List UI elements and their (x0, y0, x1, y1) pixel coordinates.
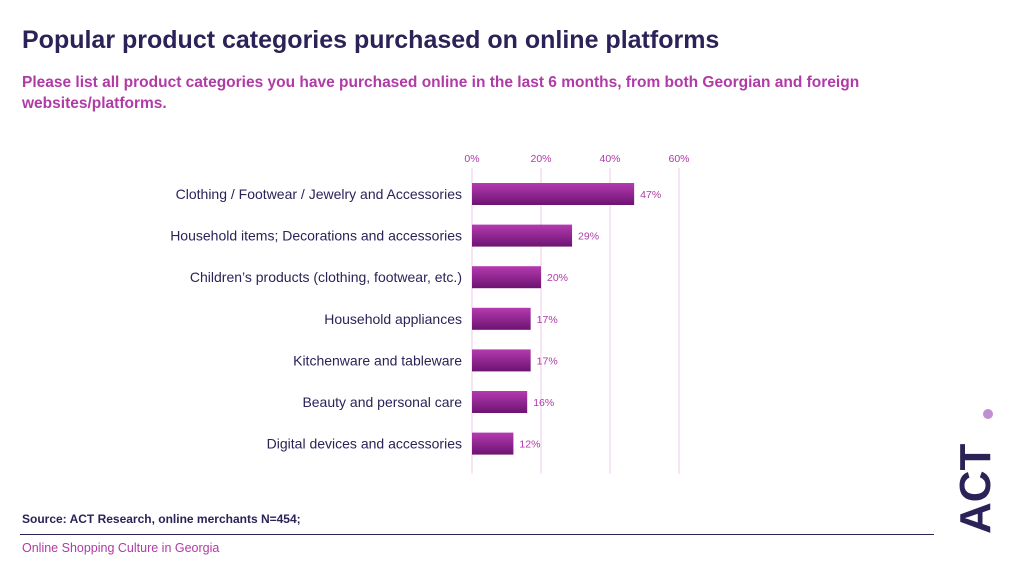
bar (472, 432, 514, 455)
x-tick-label: 20% (530, 153, 551, 165)
page-title: Popular product categories purchased on … (22, 26, 720, 54)
category-label: Household appliances (324, 311, 462, 327)
bar (472, 266, 541, 289)
act-logo: ACT (951, 409, 1000, 534)
logo-dot (983, 409, 993, 419)
bar (472, 349, 531, 372)
bar (472, 224, 573, 247)
category-label: Clothing / Footwear / Jewelry and Access… (176, 186, 462, 202)
bar-chart: 0% 20% 40% 60% Clothing / Footwear / Jewelry… (170, 153, 690, 474)
survey-question: Please list all product categories you h… (22, 74, 860, 112)
logo-wordmark: ACT (951, 443, 1000, 534)
data-label: 20% (547, 272, 568, 284)
x-tick-label: 0% (464, 153, 479, 165)
x-tick-label: 60% (668, 153, 689, 165)
footer-divider (20, 534, 934, 535)
data-label: 17% (537, 355, 558, 367)
data-label: 47% (640, 189, 661, 201)
source-note: Source: ACT Research, online merchants N… (22, 512, 301, 526)
data-label: 17% (537, 314, 558, 326)
category-label: Beauty and personal care (302, 394, 462, 410)
x-tick-label: 40% (599, 153, 620, 165)
category-label: Kitchenware and tableware (293, 352, 462, 368)
category-label: Household items; Decorations and accesso… (170, 228, 462, 244)
bar (472, 183, 635, 205)
bar (472, 391, 528, 413)
category-label: Digital devices and accessories (267, 436, 462, 452)
bar (472, 307, 531, 330)
data-label: 12% (519, 439, 540, 451)
data-label: 16% (533, 397, 554, 409)
data-label: 29% (578, 231, 599, 243)
category-label: Children’s products (clothing, footwear,… (190, 269, 462, 285)
report-name: Online Shopping Culture in Georgia (22, 541, 220, 555)
